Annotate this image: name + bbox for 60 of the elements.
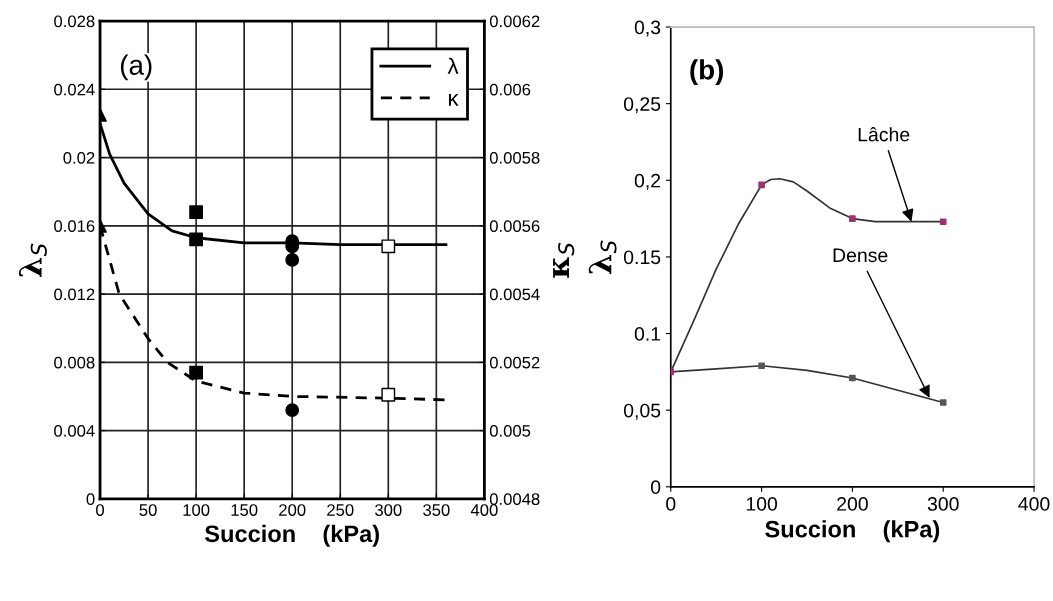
x-axis-title: Succion (kPa) bbox=[765, 520, 940, 543]
point bbox=[381, 239, 396, 254]
y-tick-label: 0.02 bbox=[63, 151, 95, 164]
y-tick-label: 0,05 bbox=[623, 403, 661, 420]
point bbox=[758, 181, 765, 189]
y-tick-label: 0.012 bbox=[54, 288, 95, 301]
legend-label: κ bbox=[449, 93, 459, 106]
x-tick-label: 300 bbox=[375, 504, 402, 516]
x-tick-label: 150 bbox=[231, 504, 258, 516]
x-tick-label: 200 bbox=[837, 497, 868, 511]
y-tick-label: 0.024 bbox=[54, 83, 95, 96]
point bbox=[381, 387, 396, 402]
x-tick-label: 350 bbox=[423, 504, 450, 516]
y-axis-title: λ$_{S}$ bbox=[18, 243, 47, 278]
y2-tick-label: 0.0048 bbox=[489, 493, 540, 506]
y2-tick-label: 0.0058 bbox=[489, 151, 540, 164]
point bbox=[285, 253, 300, 267]
y2-tick-label: 0.005 bbox=[489, 424, 531, 437]
annotation: Dense bbox=[833, 248, 888, 263]
annotation: Lâche bbox=[858, 127, 910, 142]
y2-tick-label: 0.006 bbox=[489, 83, 531, 96]
point bbox=[939, 218, 947, 225]
annotation: (b) bbox=[690, 59, 724, 86]
x-tick-label: 300 bbox=[927, 497, 959, 511]
y2-tick-label: 0.0056 bbox=[489, 220, 540, 233]
point bbox=[849, 374, 856, 382]
point bbox=[189, 205, 204, 220]
y2-tick-label: 0.0054 bbox=[489, 288, 540, 301]
annotation: (a) bbox=[120, 54, 152, 81]
x-axis-title: Succion (kPa) bbox=[204, 524, 379, 547]
y2-axis-title: κ$_{S}$ bbox=[553, 242, 575, 278]
y2-tick-label: 0.0052 bbox=[489, 356, 540, 369]
y-axis-title: λ$_{S}$ bbox=[588, 240, 617, 275]
point bbox=[285, 403, 300, 418]
y-tick-label: 0.004 bbox=[54, 424, 95, 437]
y-tick-label: 0,2 bbox=[634, 173, 661, 190]
x-tick-label: 400 bbox=[1018, 497, 1050, 511]
point bbox=[939, 399, 947, 406]
y-tick-label: 0.028 bbox=[54, 15, 95, 28]
y2-tick-label: 0.0062 bbox=[489, 15, 540, 28]
x-tick-label: 200 bbox=[279, 504, 306, 516]
x-tick-label: 100 bbox=[183, 504, 210, 516]
point bbox=[849, 215, 856, 222]
y-tick-label: 0 bbox=[650, 480, 661, 495]
y-tick-label: 0.008 bbox=[54, 356, 95, 369]
x-tick-label: 250 bbox=[327, 504, 354, 516]
x-tick-label: 0 bbox=[96, 504, 105, 516]
y-tick-label: 0,3 bbox=[634, 20, 661, 37]
x-tick-label: 0 bbox=[666, 497, 676, 511]
point bbox=[189, 365, 204, 380]
point bbox=[758, 362, 765, 370]
x-tick-label: 50 bbox=[139, 504, 157, 516]
y-tick-label: 0.15 bbox=[623, 250, 661, 265]
x-tick-label: 400 bbox=[470, 504, 498, 516]
point bbox=[189, 232, 204, 247]
y-tick-label: 0.016 bbox=[54, 220, 95, 233]
x-tick-label: 100 bbox=[746, 497, 778, 511]
legend-label: λ bbox=[447, 57, 459, 74]
y-tick-label: 0.1 bbox=[634, 327, 661, 341]
y-tick-label: 0,25 bbox=[623, 97, 661, 114]
